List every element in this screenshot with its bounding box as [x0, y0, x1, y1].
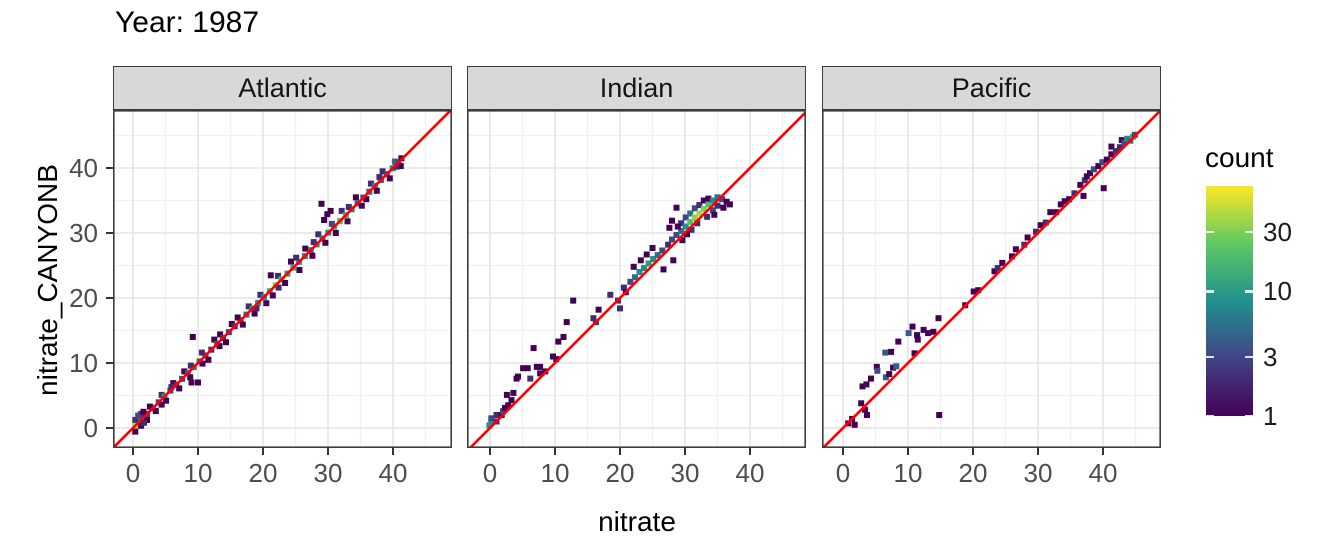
x-tick-mark	[684, 448, 686, 455]
x-tick-mark	[554, 448, 556, 455]
x-tick-mark	[1102, 448, 1104, 455]
plot-title: Year: 1987	[115, 6, 260, 39]
legend-tick-label: 30	[1263, 216, 1292, 247]
facet-strip-label: Pacific	[951, 72, 1032, 103]
x-axis-title: nitrate	[598, 506, 676, 537]
x-tick-mark	[262, 448, 264, 455]
x-tick-label: 20	[605, 458, 635, 488]
y-tick-label: 0	[83, 413, 98, 443]
y-tick-label: 30	[69, 218, 98, 248]
facet-strip-atlantic: Atlantic	[113, 66, 452, 110]
y-tick-mark	[106, 297, 113, 299]
legend-tick-mark	[1245, 415, 1253, 418]
y-tick-label: 10	[69, 348, 98, 378]
legend-title: count	[1205, 142, 1274, 173]
x-tick-label: 0	[482, 458, 498, 488]
legend-tick-label: 1	[1263, 401, 1278, 431]
x-tick-mark	[489, 448, 491, 455]
y-tick-mark	[106, 427, 113, 429]
x-tick-label: 10	[893, 458, 923, 488]
panel-pacific	[822, 110, 1161, 448]
x-tick-mark	[749, 448, 751, 455]
x-tick-mark	[392, 448, 394, 455]
x-tick-mark	[842, 448, 844, 455]
x-tick-label: 40	[378, 458, 408, 488]
x-tick-label: 0	[835, 458, 851, 488]
legend-tick-mark	[1245, 355, 1253, 358]
legend-tick-mark	[1206, 230, 1214, 234]
x-tick-mark	[907, 448, 909, 455]
x-tick-mark	[619, 448, 621, 455]
x-tick-label: 30	[670, 458, 700, 488]
y-tick-mark	[106, 362, 113, 364]
x-tick-label: 30	[1023, 458, 1053, 488]
x-tick-label: 20	[958, 458, 988, 488]
legend-tick-label: 3	[1263, 341, 1278, 372]
x-tick-label: 40	[1088, 458, 1118, 488]
y-tick-mark	[106, 167, 113, 169]
x-tick-label: 30	[313, 458, 343, 488]
facet-strip-pacific: Pacific	[822, 66, 1161, 110]
x-tick-mark	[1037, 448, 1039, 455]
x-tick-label: 10	[183, 458, 213, 488]
x-tick-mark	[972, 448, 974, 455]
x-tick-label: 0	[125, 458, 141, 488]
x-tick-label: 10	[540, 458, 570, 488]
x-tick-mark	[197, 448, 199, 455]
legend-tick-label: 10	[1263, 276, 1292, 307]
y-tick-label: 40	[69, 153, 98, 183]
facet-strip-label: Atlantic	[238, 72, 327, 103]
y-tick-label: 20	[69, 283, 98, 313]
legend-tick-mark	[1206, 355, 1214, 358]
legend-tick-mark	[1245, 290, 1253, 293]
legend-colorbar	[1206, 186, 1253, 416]
x-tick-label: 20	[248, 458, 278, 488]
panel-atlantic	[113, 110, 452, 448]
panel-indian	[467, 110, 806, 448]
y-tick-mark	[106, 232, 113, 234]
x-tick-label: 40	[735, 458, 765, 488]
legend-tick-mark	[1206, 415, 1214, 418]
facet-strip-label: Indian	[599, 72, 674, 103]
x-tick-mark	[327, 448, 329, 455]
x-tick-mark	[132, 448, 134, 455]
facet-strip-indian: Indian	[467, 66, 806, 110]
legend-tick-mark	[1206, 290, 1214, 293]
legend-tick-mark	[1245, 230, 1253, 234]
